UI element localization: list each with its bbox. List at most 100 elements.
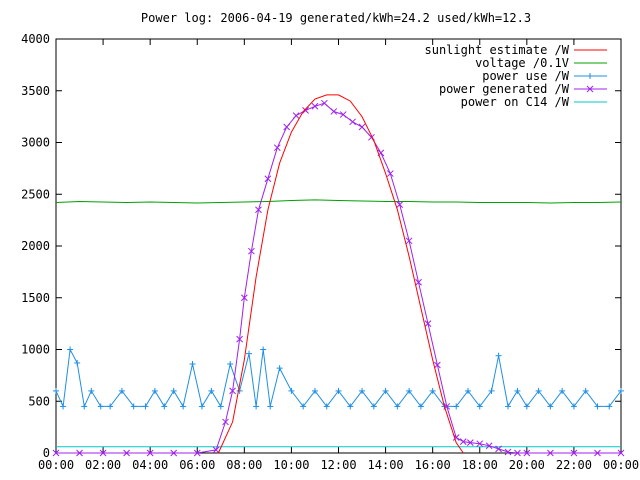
data-point [253,403,260,410]
chart-title: Power log: 2006-04-19 generated/kWh=24.2… [141,11,531,25]
data-point [81,403,88,410]
x-tick-label: 02:00 [85,458,121,472]
data-point [60,403,67,410]
data-point [276,365,283,372]
data-point [130,403,137,410]
x-tick-label: 20:00 [509,458,545,472]
data-point [323,403,330,410]
data-point [370,403,377,410]
data-point [67,346,74,353]
data-point [208,387,215,394]
data-point [107,403,114,410]
data-point [594,403,601,410]
y-tick-label: 3000 [21,136,50,150]
data-point [347,403,354,410]
data-point [189,360,196,367]
data-point [429,387,436,394]
y-tick-label: 2000 [21,239,50,253]
data-point [359,387,366,394]
data-point [118,387,125,394]
x-tick-label: 04:00 [132,458,168,472]
series-line-2 [55,347,622,409]
series-line-3 [56,102,621,454]
data-point [227,360,234,367]
legend-label: sunlight estimate /W [425,43,570,57]
data-point [198,403,205,410]
y-tick-label: 4000 [21,32,50,46]
data-point [236,387,243,394]
legend-label: power on C14 /W [461,95,570,109]
data-point [311,387,318,394]
data-point [618,387,624,394]
data-point [523,449,531,457]
data-point [466,439,474,447]
data-point [434,361,441,369]
data-point [547,403,554,410]
data-point [264,175,272,183]
data-point [52,449,60,457]
data-point [217,403,224,410]
data-point [459,438,467,445]
data-point [88,387,95,394]
data-point [267,403,274,410]
data-point [535,387,542,394]
data-point [330,108,338,115]
data-point [505,403,511,410]
data-point [386,170,394,177]
data-point [406,387,413,394]
x-tick-label: 10:00 [273,458,309,472]
data-point [394,403,401,410]
data-point [248,247,255,255]
x-tick-label: 00:00 [603,458,639,472]
data-point [74,359,81,366]
x-tick-label: 22:00 [556,458,592,472]
data-point [212,446,220,454]
data-point [396,201,404,208]
data-point [273,144,281,152]
data-point [53,387,59,394]
data-point [415,278,422,286]
data-point [339,111,347,118]
data-point [292,112,300,119]
data-point [123,449,130,457]
data-point [570,403,577,410]
y-tick-label: 0 [43,446,50,460]
y-tick-label: 2500 [21,187,50,201]
data-point [142,403,149,410]
legend-label: power generated /W [439,82,570,96]
legend-marker [586,85,594,93]
data-point [358,123,366,131]
data-point [335,387,342,394]
data-point [382,387,389,394]
data-point [302,107,309,114]
data-point [283,123,291,131]
data-point [311,102,319,110]
data-point [246,350,253,357]
x-tick-label: 06:00 [179,458,215,472]
data-point [321,99,328,107]
data-point [170,449,178,457]
data-point [76,449,83,457]
data-point [99,449,107,457]
y-tick-label: 1500 [21,291,50,305]
x-tick-label: 08:00 [226,458,262,472]
data-point [260,346,267,353]
data-point [453,403,460,410]
y-tick-label: 3500 [21,84,50,98]
series-line-0 [217,94,464,454]
y-tick-label: 1000 [21,343,50,357]
data-point [236,335,243,343]
data-point [146,449,154,457]
data-point [424,320,432,327]
data-point [288,387,295,394]
data-point [464,387,471,394]
data-point [523,403,530,410]
data-point [485,442,493,450]
data-point [606,403,613,410]
series-layer [52,94,625,457]
data-point [349,118,356,126]
data-point [476,403,483,410]
data-point [151,387,158,394]
data-point [255,206,262,214]
